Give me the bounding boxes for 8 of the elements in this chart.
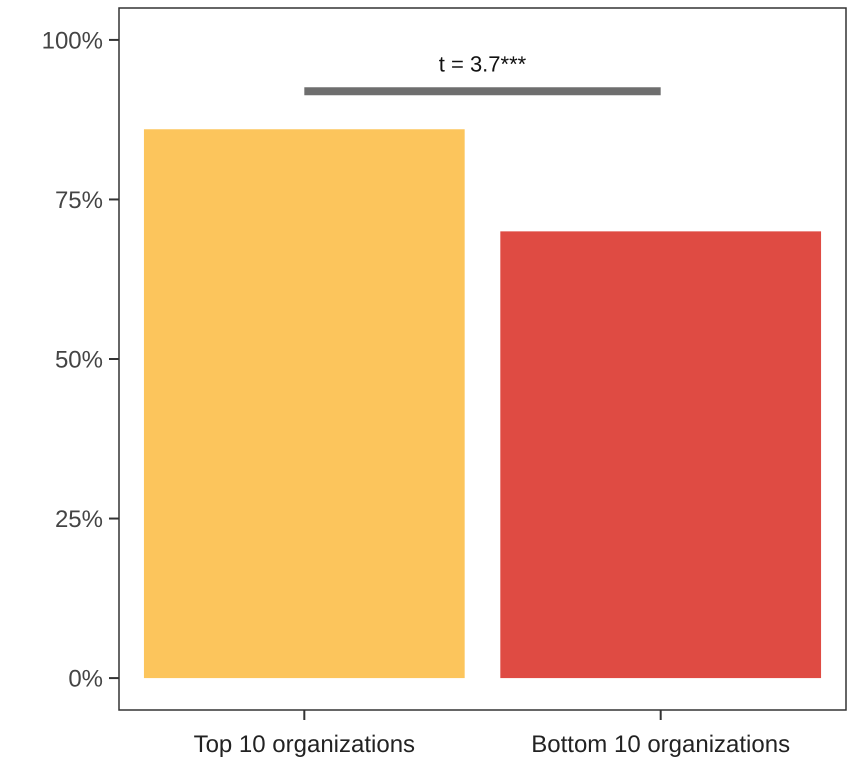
y-tick-label: 75% [54,186,103,214]
y-tick-label: 50% [54,346,103,374]
annotation: t = 3.7*** [438,51,527,76]
x-tick-label: Top 10 organizations [194,731,416,758]
y-tick-label: 0% [68,665,103,692]
y-tick-label: 100% [42,27,103,54]
y-tick-label: 25% [54,506,103,533]
x-tick-label: Bottom 10 organizations [531,731,790,758]
